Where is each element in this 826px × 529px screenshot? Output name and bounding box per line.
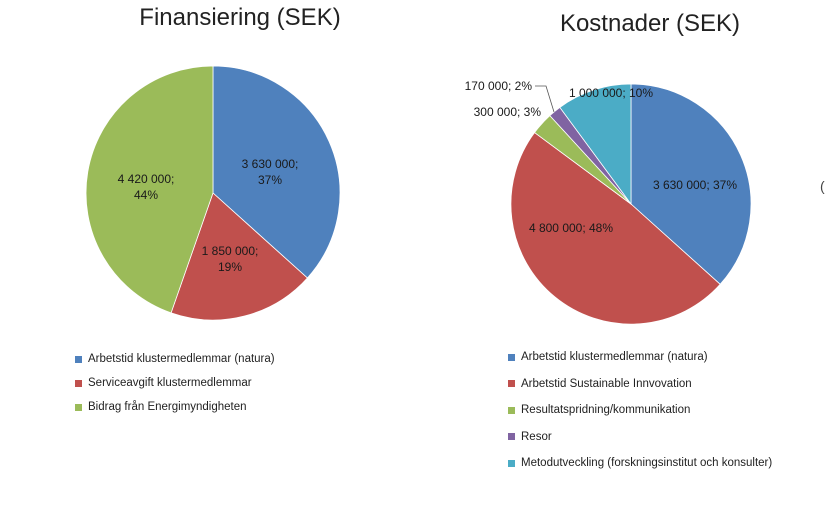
legend-kostnader: Arbetstid klustermedlemmar (natura) Arbet… — [508, 344, 772, 477]
legend-swatch — [508, 459, 515, 467]
pie-1: 3 630 000; 37% 4 800 000; 48% 300 000; 3% 1… — [465, 79, 752, 325]
data-label: 4 800 000; 48% — [529, 221, 613, 235]
data-label: 4 420 000; 44% — [118, 172, 175, 202]
legend-item: Metodutveckling (forskningsinstitut och … — [508, 450, 772, 477]
legend-item: Arbetstid klustermedlemmar (natura) — [508, 344, 772, 371]
legend-item: Resultatspridning/kommunikation — [508, 397, 772, 424]
pie-slice — [510, 131, 721, 325]
data-label: 170 000; 2% — [465, 79, 533, 93]
data-label: 3 630 000; 37% — [242, 157, 299, 187]
legend-label: Arbetstid Sustainable Innvovation — [521, 377, 692, 390]
legend-label: Arbetstid klustermedlemmar (natura) — [88, 353, 275, 365]
cropped-text-fragment: ( — [820, 178, 825, 194]
pie-slice — [630, 83, 752, 285]
legend-swatch — [75, 403, 82, 411]
data-label: 3 630 000; 37% — [653, 178, 737, 192]
legend-label: Resor — [521, 430, 552, 443]
legend-swatch — [508, 353, 515, 361]
legend-swatch — [508, 433, 515, 441]
pie-slice — [85, 65, 214, 314]
legend-swatch — [75, 355, 82, 363]
data-label: 1 000 000; 10% — [569, 86, 653, 100]
legend-label: Serviceavgift klustermedlemmar — [88, 377, 252, 389]
pie-slice — [559, 83, 632, 206]
legend-label: Metodutveckling (forskningsinstitut och … — [521, 457, 773, 470]
legend-swatch — [508, 406, 515, 414]
legend-item: Arbetstid Sustainable Innvovation — [508, 371, 772, 398]
legend-item: Resor — [508, 424, 772, 451]
legend-finansiering: Arbetstid klustermedlemmar (natura) Servi… — [75, 347, 275, 419]
legend-item: Serviceavgift klustermedlemmar — [75, 371, 275, 395]
legend-label: Resultatspridning/kommunikation — [521, 404, 691, 417]
legend-item: Bidrag från Energimyndigheten — [75, 395, 275, 419]
legend-swatch — [508, 380, 515, 388]
data-label: 300 000; 3% — [474, 105, 542, 119]
legend-swatch — [75, 379, 82, 387]
legend-label: Arbetstid klustermedlemmar (natura) — [521, 351, 708, 364]
legend-label: Bidrag från Energimyndigheten — [88, 401, 247, 413]
pie-0: 3 630 000; 37% 1 850 000; 19% 4 420 000; 44% — [85, 65, 341, 321]
data-label: 1 850 000; 19% — [202, 244, 259, 274]
legend-item: Arbetstid klustermedlemmar (natura) — [75, 347, 275, 371]
pie-slice — [170, 192, 308, 321]
chart-title-kostnader: Kostnader (SEK) — [559, 10, 741, 37]
pie-slice — [212, 65, 341, 279]
chart-title-finansiering: Finansiering (SEK) — [139, 4, 341, 31]
label-leader-line — [535, 85, 555, 113]
